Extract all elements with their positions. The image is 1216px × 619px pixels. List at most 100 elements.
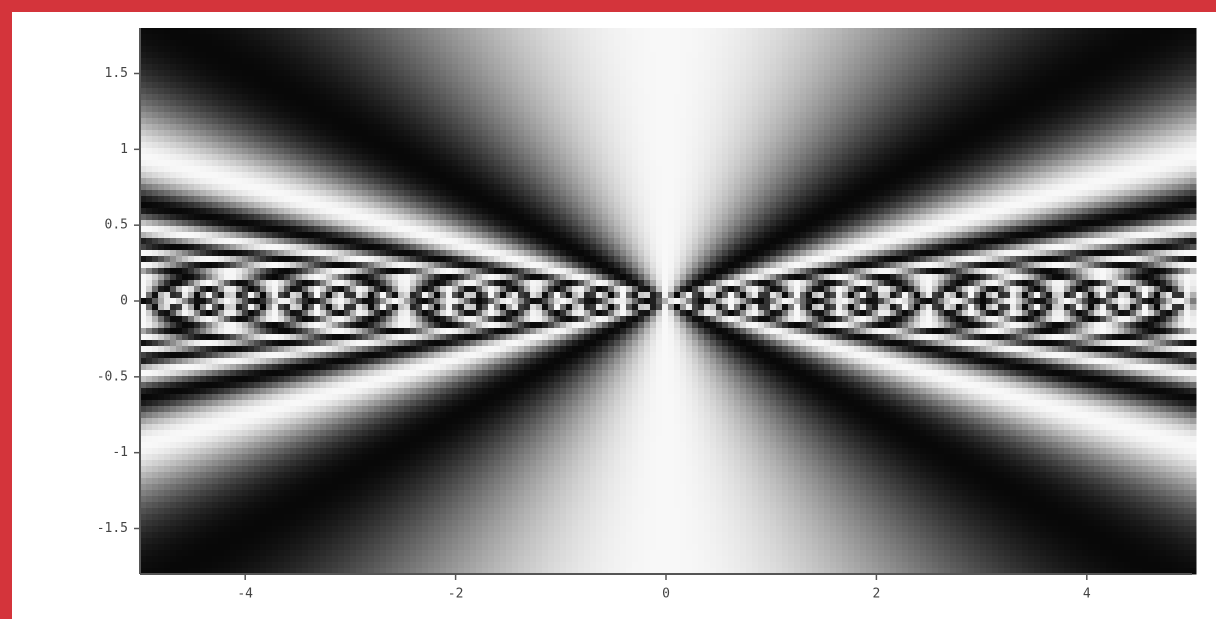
density-cell (308, 106, 315, 113)
density-cell (194, 28, 201, 35)
density-cell (1076, 124, 1083, 131)
density-cell (386, 64, 393, 71)
density-cell (1016, 184, 1023, 191)
density-cell (782, 106, 789, 113)
density-cell (248, 172, 255, 179)
density-cell (728, 130, 735, 137)
density-cell (338, 46, 345, 53)
density-cell (1076, 160, 1083, 167)
density-cell (1046, 70, 1053, 77)
density-cell (200, 106, 207, 113)
density-cell (254, 100, 261, 107)
density-cell (146, 70, 153, 77)
density-cell (824, 52, 831, 59)
density-cell (698, 58, 705, 65)
density-cell (806, 82, 813, 89)
density-cell (860, 130, 867, 137)
density-cell (548, 130, 555, 137)
density-cell (542, 34, 549, 41)
density-cell (884, 112, 891, 119)
density-cell (758, 136, 765, 143)
density-cell (326, 142, 333, 149)
density-cell (536, 148, 543, 155)
density-cell (854, 94, 861, 101)
density-cell (554, 46, 561, 53)
density-cell (956, 166, 963, 173)
density-cell (932, 184, 939, 191)
density-cell (482, 142, 489, 149)
density-cell (614, 112, 621, 119)
density-cell (692, 34, 699, 41)
density-cell (566, 40, 573, 47)
density-cell (968, 88, 975, 95)
density-cell (1022, 124, 1029, 131)
density-cell (596, 88, 603, 95)
density-cell (626, 88, 633, 95)
density-cell (842, 40, 849, 47)
density-cell (1130, 112, 1137, 119)
density-cell (1160, 154, 1167, 161)
density-cell (548, 58, 555, 65)
density-cell (770, 130, 777, 137)
density-cell (752, 112, 759, 119)
density-cell (632, 94, 639, 101)
density-cell (806, 184, 813, 191)
density-cell (734, 58, 741, 65)
density-cell (872, 172, 879, 179)
density-cell (1178, 76, 1185, 83)
density-cell (1148, 34, 1155, 41)
density-cell (830, 190, 837, 197)
density-cell (182, 166, 189, 173)
density-cell (920, 88, 927, 95)
density-cell (926, 82, 933, 89)
density-cell (632, 124, 639, 131)
density-cell (1100, 100, 1107, 107)
density-cell (788, 178, 795, 185)
density-cell (368, 40, 375, 47)
density-cell (224, 190, 231, 197)
density-cell (854, 190, 861, 197)
density-cell (986, 52, 993, 59)
density-cell (476, 142, 483, 149)
density-cell (278, 82, 285, 89)
density-cell (350, 166, 357, 173)
density-cell (218, 136, 225, 143)
density-cell (1160, 58, 1167, 65)
density-cell (752, 130, 759, 137)
density-cell (146, 160, 153, 167)
density-cell (1136, 64, 1143, 71)
density-cell (584, 142, 591, 149)
density-cell (194, 196, 201, 203)
density-cell (476, 82, 483, 89)
density-cell (1106, 100, 1113, 107)
density-cell (1046, 172, 1053, 179)
density-cell (1136, 166, 1143, 173)
density-cell (278, 166, 285, 173)
density-cell (980, 148, 987, 155)
density-cell (314, 184, 321, 191)
density-cell (938, 124, 945, 131)
density-cell (902, 70, 909, 77)
density-cell (914, 142, 921, 149)
density-cell (512, 118, 519, 125)
density-cell (1046, 52, 1053, 59)
density-cell (662, 112, 669, 119)
density-cell (482, 82, 489, 89)
density-cell (908, 154, 915, 161)
density-cell (500, 172, 507, 179)
density-cell (464, 136, 471, 143)
density-cell (656, 70, 663, 77)
density-cell (998, 184, 1005, 191)
density-cell (1046, 178, 1053, 185)
density-cell (248, 190, 255, 197)
density-cell (884, 106, 891, 113)
density-cell (716, 118, 723, 125)
density-cell (782, 34, 789, 41)
density-cell (434, 82, 441, 89)
density-cell (560, 106, 567, 113)
density-cell (668, 142, 675, 149)
density-cell (164, 40, 171, 47)
density-cell (1124, 118, 1131, 125)
density-cell (1076, 70, 1083, 77)
density-cell (230, 190, 237, 197)
